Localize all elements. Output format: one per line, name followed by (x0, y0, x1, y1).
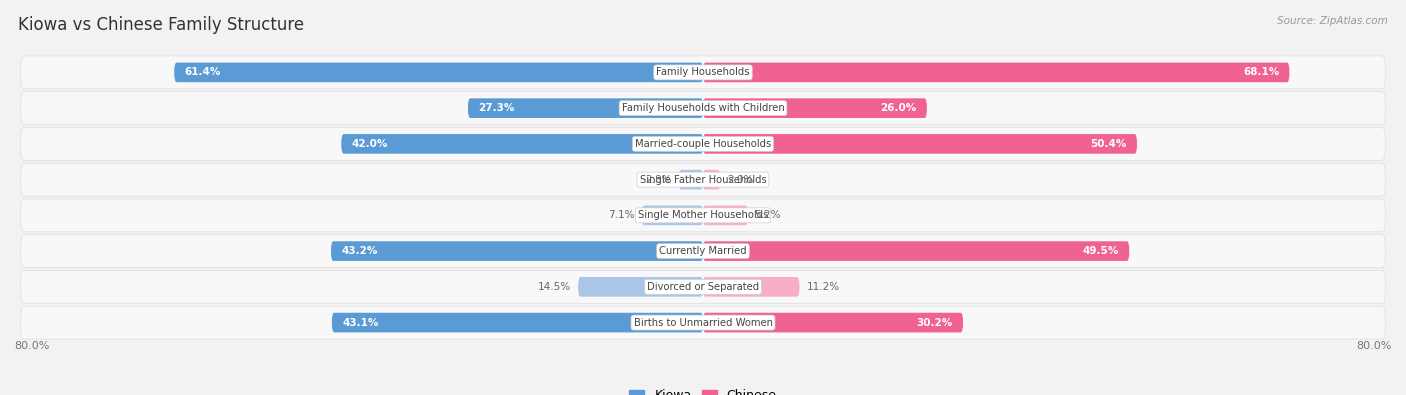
Text: 11.2%: 11.2% (807, 282, 839, 292)
Text: 5.2%: 5.2% (755, 211, 782, 220)
FancyBboxPatch shape (679, 170, 703, 190)
FancyBboxPatch shape (703, 277, 800, 297)
Text: Births to Unmarried Women: Births to Unmarried Women (634, 318, 772, 327)
Text: 27.3%: 27.3% (478, 103, 515, 113)
FancyBboxPatch shape (703, 62, 1289, 82)
FancyBboxPatch shape (21, 92, 1385, 124)
FancyBboxPatch shape (21, 128, 1385, 160)
Text: 80.0%: 80.0% (1357, 341, 1392, 351)
FancyBboxPatch shape (643, 205, 703, 225)
FancyBboxPatch shape (703, 134, 1137, 154)
Text: 2.0%: 2.0% (727, 175, 754, 184)
Text: Source: ZipAtlas.com: Source: ZipAtlas.com (1277, 16, 1388, 26)
Text: 30.2%: 30.2% (917, 318, 953, 327)
Text: Single Father Households: Single Father Households (640, 175, 766, 184)
Text: Divorced or Separated: Divorced or Separated (647, 282, 759, 292)
FancyBboxPatch shape (330, 241, 703, 261)
Text: 49.5%: 49.5% (1083, 246, 1119, 256)
FancyBboxPatch shape (332, 313, 703, 333)
FancyBboxPatch shape (703, 98, 927, 118)
Text: 50.4%: 50.4% (1090, 139, 1126, 149)
Text: Single Mother Households: Single Mother Households (638, 211, 768, 220)
Text: Currently Married: Currently Married (659, 246, 747, 256)
Text: Kiowa vs Chinese Family Structure: Kiowa vs Chinese Family Structure (18, 16, 305, 34)
Text: 61.4%: 61.4% (184, 68, 221, 77)
Text: 43.1%: 43.1% (342, 318, 378, 327)
FancyBboxPatch shape (21, 306, 1385, 339)
Legend: Kiowa, Chinese: Kiowa, Chinese (624, 384, 782, 395)
Text: 2.8%: 2.8% (645, 175, 672, 184)
FancyBboxPatch shape (703, 205, 748, 225)
Text: 80.0%: 80.0% (14, 341, 49, 351)
FancyBboxPatch shape (21, 163, 1385, 196)
Text: Married-couple Households: Married-couple Households (636, 139, 770, 149)
Text: 7.1%: 7.1% (609, 211, 636, 220)
FancyBboxPatch shape (21, 235, 1385, 267)
Text: Family Households with Children: Family Households with Children (621, 103, 785, 113)
Text: 68.1%: 68.1% (1243, 68, 1279, 77)
FancyBboxPatch shape (703, 313, 963, 333)
FancyBboxPatch shape (174, 62, 703, 82)
Text: Family Households: Family Households (657, 68, 749, 77)
Text: 42.0%: 42.0% (352, 139, 388, 149)
FancyBboxPatch shape (21, 199, 1385, 232)
FancyBboxPatch shape (578, 277, 703, 297)
FancyBboxPatch shape (468, 98, 703, 118)
FancyBboxPatch shape (703, 241, 1129, 261)
Text: 26.0%: 26.0% (880, 103, 917, 113)
FancyBboxPatch shape (21, 56, 1385, 89)
FancyBboxPatch shape (21, 271, 1385, 303)
Text: 43.2%: 43.2% (342, 246, 378, 256)
FancyBboxPatch shape (342, 134, 703, 154)
FancyBboxPatch shape (703, 170, 720, 190)
Text: 14.5%: 14.5% (538, 282, 571, 292)
